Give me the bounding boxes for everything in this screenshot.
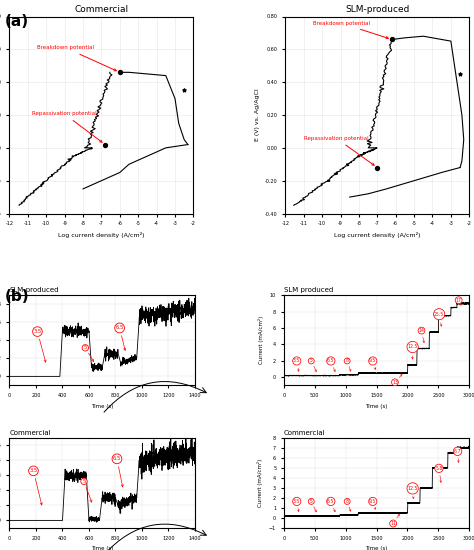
Title: SLM-produced: SLM-produced (345, 6, 410, 14)
Y-axis label: Current (mA/cm²): Current (mA/cm²) (257, 459, 264, 507)
Text: 6.5: 6.5 (327, 499, 335, 512)
Text: 5: 5 (310, 499, 316, 512)
X-axis label: Time (s): Time (s) (91, 404, 113, 409)
Text: 6.5: 6.5 (327, 359, 335, 372)
Text: (a): (a) (5, 14, 29, 29)
Text: (b): (b) (5, 289, 29, 304)
X-axis label: Log current density (A/cm²): Log current density (A/cm²) (58, 232, 145, 238)
X-axis label: Time (s): Time (s) (365, 404, 388, 409)
Text: 8: 8 (346, 359, 351, 371)
Text: 6.5: 6.5 (116, 326, 126, 350)
Point (374, 163, 381, 172)
Text: SLM-produced: SLM-produced (9, 288, 59, 293)
Text: 9.5: 9.5 (369, 359, 376, 370)
Point (388, 35, 396, 44)
Text: 6.5: 6.5 (113, 456, 123, 487)
Text: 5: 5 (310, 359, 317, 372)
Text: 17: 17 (456, 298, 462, 305)
Text: 14: 14 (419, 328, 425, 343)
Text: Breakdown potential: Breakdown potential (313, 21, 388, 38)
Text: Repassivation potential: Repassivation potential (304, 136, 374, 166)
Text: 25.5: 25.5 (434, 312, 444, 326)
Text: Repassivation potential: Repassivation potential (32, 111, 102, 142)
Text: 3.5: 3.5 (293, 499, 301, 512)
Text: Commercial: Commercial (9, 430, 51, 436)
Text: 13: 13 (392, 375, 402, 385)
Text: 12.5: 12.5 (408, 486, 418, 498)
Point (101, 140, 109, 149)
Text: 5: 5 (82, 479, 92, 502)
Text: Breakdown potential: Breakdown potential (37, 45, 116, 71)
Title: Commercial: Commercial (74, 6, 128, 14)
X-axis label: Time (s): Time (s) (365, 546, 388, 550)
Point (181, 86, 188, 95)
X-axis label: Log current density (A/cm²): Log current density (A/cm²) (334, 232, 420, 238)
Text: 9.5: 9.5 (369, 499, 376, 509)
Text: 3.5: 3.5 (29, 469, 42, 505)
Text: 5.8: 5.8 (435, 466, 443, 482)
Text: 11: 11 (390, 514, 400, 526)
Point (116, 68, 124, 76)
Text: 6.7: 6.7 (454, 449, 461, 463)
Text: 5: 5 (83, 345, 94, 361)
Text: Commercial: Commercial (284, 430, 326, 436)
Y-axis label: E (V) vs. Ag/AgCl: E (V) vs. Ag/AgCl (255, 89, 260, 141)
Text: SLM produced: SLM produced (284, 288, 333, 293)
Text: 3.5: 3.5 (33, 329, 46, 362)
Text: 8: 8 (346, 499, 351, 512)
Text: 12.5: 12.5 (408, 344, 418, 359)
Y-axis label: Current (mA/cm²): Current (mA/cm²) (258, 316, 264, 365)
Text: 3.5: 3.5 (293, 359, 301, 371)
X-axis label: Time (s): Time (s) (91, 546, 113, 550)
Point (456, 69, 464, 78)
